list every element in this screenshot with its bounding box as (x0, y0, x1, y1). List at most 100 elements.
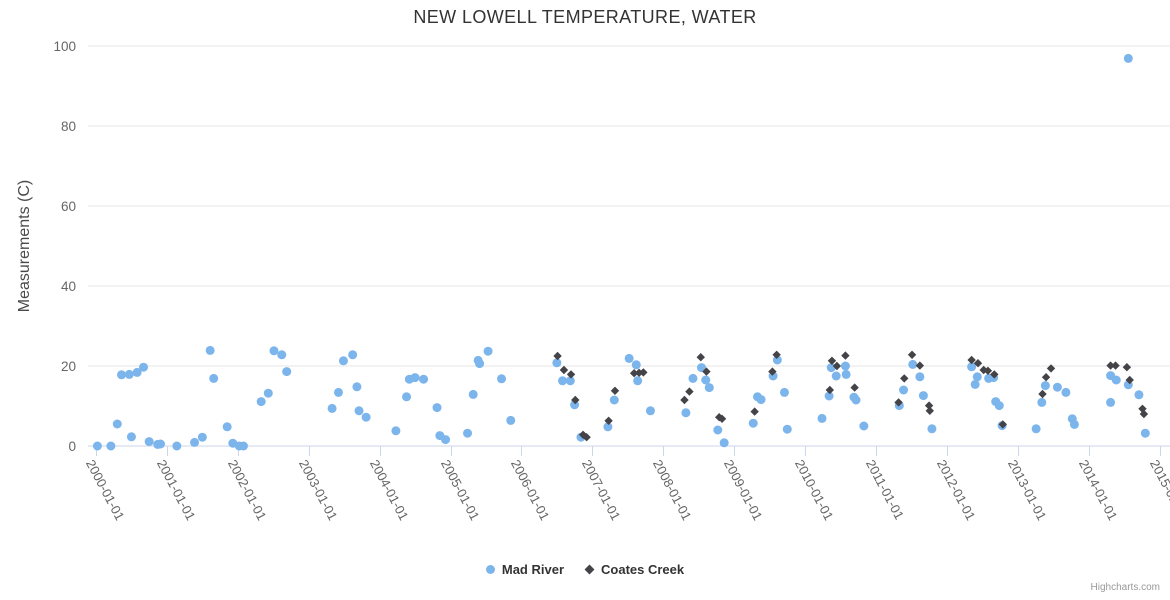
credits-link[interactable]: Highcharts.com (1090, 582, 1160, 593)
data-point-coates-creek[interactable] (915, 361, 925, 370)
data-point-mad-river[interactable] (558, 376, 568, 386)
data-point-mad-river[interactable] (1140, 428, 1150, 438)
data-point-mad-river[interactable] (927, 424, 937, 434)
data-point-mad-river[interactable] (713, 425, 723, 435)
data-point-coates-creek[interactable] (841, 351, 850, 360)
data-point-coates-creek[interactable] (685, 387, 694, 396)
data-point-mad-river[interactable] (348, 350, 358, 360)
data-point-coates-creek[interactable] (696, 353, 705, 362)
data-point-mad-river[interactable] (772, 355, 782, 365)
data-point-mad-river[interactable] (908, 359, 918, 369)
data-point-coates-creek[interactable] (990, 370, 999, 379)
data-point-mad-river[interactable] (402, 392, 412, 402)
data-point-coates-creek[interactable] (825, 385, 835, 395)
data-point-mad-river[interactable] (719, 438, 729, 448)
data-point-coates-creek[interactable] (750, 407, 759, 416)
data-point-coates-creek[interactable] (832, 361, 842, 371)
data-point-mad-river[interactable] (756, 395, 766, 405)
data-point-mad-river[interactable] (282, 367, 292, 377)
data-point-mad-river[interactable] (1069, 419, 1079, 429)
data-point-mad-river[interactable] (859, 421, 869, 431)
data-point-mad-river[interactable] (354, 406, 364, 416)
data-point-mad-river[interactable] (205, 345, 215, 355)
data-point-mad-river[interactable] (1061, 387, 1071, 397)
data-point-mad-river[interactable] (333, 387, 343, 397)
data-point-coates-creek[interactable] (924, 401, 934, 410)
data-point-coates-creek[interactable] (1106, 361, 1115, 370)
data-point-mad-river[interactable] (432, 403, 442, 413)
data-point-mad-river[interactable] (124, 369, 134, 379)
data-point-mad-river[interactable] (506, 415, 516, 425)
data-point-coates-creek[interactable] (894, 398, 903, 407)
data-point-coates-creek[interactable] (998, 420, 1008, 429)
data-point-mad-river[interactable] (609, 395, 619, 405)
data-point-mad-river[interactable] (410, 373, 420, 383)
data-point-mad-river[interactable] (633, 376, 643, 386)
data-point-coates-creek[interactable] (1111, 361, 1120, 370)
data-point-coates-creek[interactable] (1041, 373, 1051, 382)
data-point-mad-river[interactable] (972, 372, 982, 382)
data-point-mad-river[interactable] (475, 359, 485, 369)
data-point-coates-creek[interactable] (850, 383, 859, 392)
data-point-mad-river[interactable] (1031, 424, 1041, 434)
data-point-coates-creek[interactable] (702, 367, 711, 376)
data-point-mad-river[interactable] (1111, 375, 1121, 385)
data-point-mad-river[interactable] (238, 441, 248, 451)
data-point-mad-river[interactable] (688, 373, 698, 383)
data-point-mad-river[interactable] (222, 422, 232, 432)
data-point-mad-river[interactable] (144, 437, 154, 447)
data-point-coates-creek[interactable] (1125, 375, 1134, 385)
data-point-mad-river[interactable] (1037, 397, 1047, 407)
data-point-mad-river[interactable] (779, 387, 789, 397)
data-point-coates-creek[interactable] (604, 416, 613, 425)
data-point-mad-river[interactable] (197, 432, 207, 442)
data-point-mad-river[interactable] (696, 363, 706, 373)
data-point-mad-river[interactable] (645, 406, 655, 416)
data-point-mad-river[interactable] (624, 353, 634, 363)
data-point-mad-river[interactable] (338, 356, 348, 366)
data-point-mad-river[interactable] (419, 374, 429, 384)
data-point-mad-river[interactable] (361, 412, 371, 422)
data-point-coates-creek[interactable] (1046, 364, 1056, 373)
data-point-coates-creek[interactable] (900, 374, 909, 383)
data-point-mad-river[interactable] (704, 383, 714, 393)
data-point-coates-creek[interactable] (571, 395, 580, 405)
data-point-mad-river[interactable] (1134, 390, 1144, 400)
data-point-mad-river[interactable] (1106, 397, 1116, 407)
data-point-mad-river[interactable] (817, 413, 827, 423)
data-point-coates-creek[interactable] (907, 350, 917, 359)
data-point-mad-river[interactable] (269, 346, 279, 356)
data-point-mad-river[interactable] (782, 424, 792, 434)
data-point-coates-creek[interactable] (559, 365, 569, 375)
data-point-mad-river[interactable] (565, 376, 575, 386)
data-point-mad-river[interactable] (1052, 382, 1062, 392)
data-point-coates-creek[interactable] (566, 370, 576, 379)
data-point-mad-river[interactable] (1123, 53, 1133, 63)
data-point-coates-creek[interactable] (629, 369, 639, 378)
data-point-mad-river[interactable] (263, 388, 273, 398)
data-point-mad-river[interactable] (603, 422, 613, 432)
data-point-coates-creek[interactable] (768, 367, 777, 376)
data-point-coates-creek[interactable] (1122, 363, 1132, 372)
data-point-mad-river[interactable] (970, 379, 980, 389)
data-point-mad-river[interactable] (497, 374, 507, 384)
data-point-coates-creek[interactable] (973, 359, 983, 368)
data-point-mad-river[interactable] (139, 362, 149, 372)
data-point-coates-creek[interactable] (772, 350, 781, 359)
data-point-mad-river[interactable] (117, 370, 127, 380)
data-point-coates-creek[interactable] (717, 414, 727, 423)
data-point-mad-river[interactable] (831, 371, 841, 381)
data-point-mad-river[interactable] (352, 382, 362, 392)
data-point-mad-river[interactable] (701, 375, 711, 385)
data-point-coates-creek[interactable] (680, 395, 689, 405)
data-point-mad-river[interactable] (1040, 381, 1050, 391)
data-point-mad-river[interactable] (256, 397, 266, 407)
data-point-coates-creek[interactable] (1139, 409, 1149, 419)
data-point-mad-river[interactable] (327, 403, 337, 413)
data-point-mad-river[interactable] (631, 360, 641, 370)
data-point-mad-river[interactable] (463, 428, 473, 438)
data-point-mad-river[interactable] (92, 441, 102, 451)
data-point-mad-river[interactable] (112, 419, 122, 429)
data-point-mad-river[interactable] (899, 385, 909, 395)
legend-item-coates-creek[interactable]: Coates Creek (584, 562, 684, 577)
